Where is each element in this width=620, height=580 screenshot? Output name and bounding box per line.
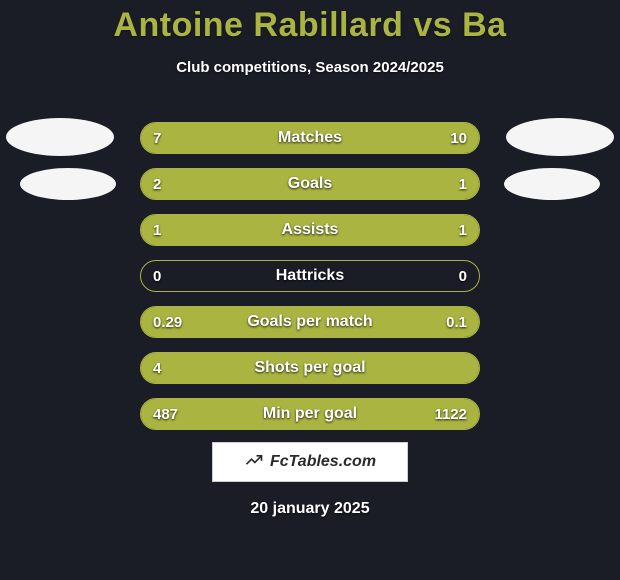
bar-fill-left bbox=[141, 123, 280, 153]
bar-fill-right bbox=[364, 169, 479, 199]
bar-value-right: 0 bbox=[447, 261, 479, 291]
avatar-left-1 bbox=[6, 118, 114, 156]
bar-fill-left bbox=[141, 353, 479, 383]
bar-row: 710Matches bbox=[140, 122, 480, 154]
date-text: 20 january 2025 bbox=[0, 500, 620, 518]
bar-row: 11Assists bbox=[140, 214, 480, 246]
watermark: FcTables.com bbox=[212, 442, 408, 482]
bar-fill-right bbox=[280, 123, 479, 153]
bar-fill-right bbox=[391, 307, 479, 337]
bar-fill-left bbox=[141, 307, 391, 337]
avatar-left-2 bbox=[20, 168, 116, 200]
bar-value-left: 0 bbox=[141, 261, 173, 291]
avatar-right-1 bbox=[506, 118, 614, 156]
bar-fill-left bbox=[141, 399, 242, 429]
watermark-text: FcTables.com bbox=[270, 453, 376, 471]
bar-row: 0 0Hattricks bbox=[140, 260, 480, 292]
bar-fill-left bbox=[141, 169, 364, 199]
bar-row: 0.290.1Goals per match bbox=[140, 306, 480, 338]
bar-row: 21Goals bbox=[140, 168, 480, 200]
bar-row: 4871122Min per goal bbox=[140, 398, 480, 430]
bar-fill-left bbox=[141, 215, 310, 245]
bar-label: Hattricks bbox=[141, 261, 479, 291]
chart-icon bbox=[244, 450, 264, 475]
bar-fill-right bbox=[242, 399, 479, 429]
avatar-right-2 bbox=[504, 168, 600, 200]
page-subtitle: Club competitions, Season 2024/2025 bbox=[0, 59, 620, 76]
page-title: Antoine Rabillard vs Ba bbox=[0, 0, 620, 45]
bar-row: 4Shots per goal bbox=[140, 352, 480, 384]
comparison-bars: 710Matches 21Goals 11Assists 0 0Hattricks 0.2… bbox=[140, 122, 480, 444]
bar-fill-right bbox=[310, 215, 479, 245]
